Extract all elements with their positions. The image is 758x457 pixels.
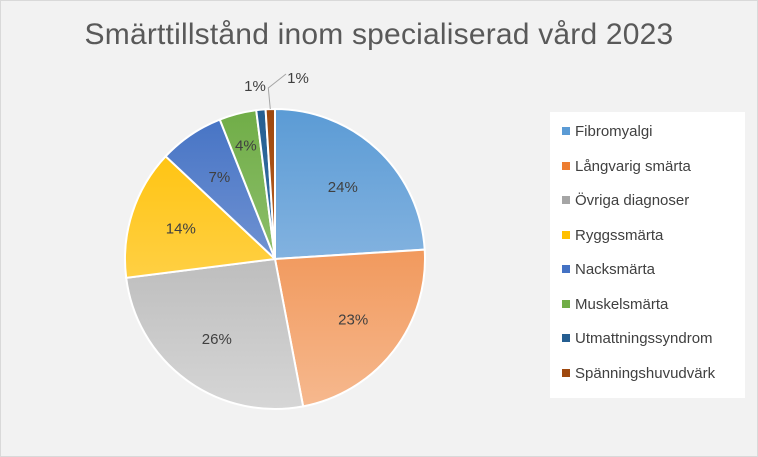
legend-item: Spänningshuvudvärk [562, 364, 715, 384]
legend-swatch [562, 230, 570, 239]
legend-item: Ryggssmärta [562, 226, 663, 246]
data-label: 23% [338, 312, 368, 329]
legend-label: Muskelsmärta [575, 295, 669, 313]
data-label: 26% [202, 331, 232, 348]
legend-swatch [562, 196, 570, 204]
legend-swatch [562, 368, 570, 377]
pie-slice-2 [273, 248, 426, 408]
data-label: 1% [244, 78, 266, 95]
legend: Fibromyalgi Långvarig smärta Övriga diagno… [550, 112, 745, 398]
legend-label: Nacksmärta [575, 261, 656, 278]
legend-item: Utmattningssyndrom [562, 329, 713, 349]
legend-item: Muskelsmärta [562, 295, 668, 315]
legend-label: Fibromyalgi [575, 123, 653, 140]
legend-item: Övriga diagnoser [562, 191, 689, 211]
data-label: 24% [328, 179, 358, 196]
legend-item: Fibromyalgi [562, 122, 653, 142]
data-label: 7% [209, 169, 231, 186]
legend-label: Övriga diagnoser [575, 192, 690, 209]
legend-swatch [562, 127, 570, 135]
legend-label: Spänningshuvudvärk [575, 364, 716, 382]
chart-title: Smärttillstånd inom specialiserad vård 2… [84, 18, 674, 51]
data-label: 4% [235, 138, 257, 155]
pie-slice-1 [274, 107, 426, 261]
legend-item: Långvarig smärta [562, 157, 691, 177]
data-label: 1% [287, 70, 309, 87]
leader-line [267, 73, 287, 110]
legend-label: Långvarig smärta [575, 157, 691, 175]
legend-swatch [562, 334, 570, 342]
legend-label: Utmattningssyndrom [575, 330, 713, 347]
pie-slice-3 [125, 257, 305, 410]
legend-item: Nacksmärta [562, 260, 655, 280]
legend-swatch [562, 299, 570, 308]
legend-swatch [562, 161, 570, 170]
data-label: 14% [166, 220, 196, 237]
pie-slice-4 [124, 154, 278, 279]
legend-label: Ryggssmärta [575, 226, 664, 244]
legend-swatch [562, 265, 570, 273]
